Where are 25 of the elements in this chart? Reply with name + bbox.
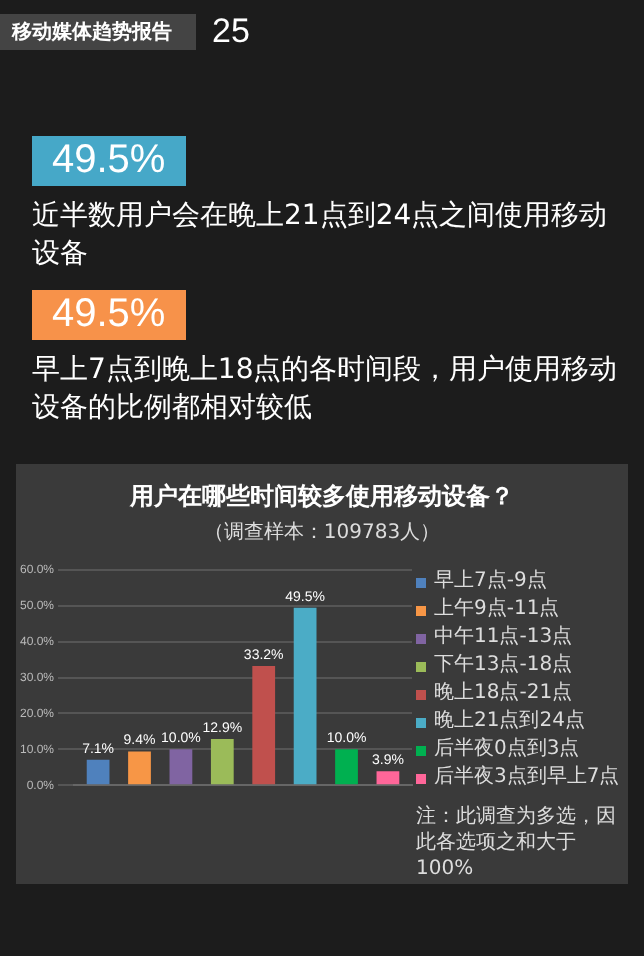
bar [252, 666, 276, 785]
text: 早上7点到晚上18点的各时间段，用户使用移动设备的比例都相对较低 [32, 352, 620, 428]
legend-label: 晚上18点-21点 [434, 680, 573, 708]
bar [335, 749, 358, 785]
bar [128, 751, 151, 785]
legend-label: 晚上21点到24点 [434, 708, 585, 736]
legend-label: 上午9点-11点 [434, 596, 560, 624]
chart-subtitle: （调查样本：109783人） [201, 519, 443, 546]
legend-label: 下午13点-18点 [434, 652, 573, 680]
legend-label: 中午11点-13点 [434, 624, 573, 652]
text: 移动媒体趋势报告 [0, 14, 196, 50]
text: 注：此调查为多选，因此各选项之和大于100% [416, 804, 618, 882]
bar [376, 771, 400, 785]
text: 近半数用户会在晚上21点到24点之间使用移动设备 [32, 198, 610, 274]
bar [210, 738, 234, 785]
legend-label: 后半夜3点到早上7点 [434, 764, 620, 792]
chart-title: 用户在哪些时间较多使用移动设备？ [128, 480, 516, 514]
bar [293, 607, 317, 785]
legend-label: 后半夜0点到3点 [434, 736, 580, 764]
legend-label: 早上7点-9点 [434, 568, 547, 596]
text: 25 [212, 12, 250, 52]
bar [86, 759, 110, 785]
text: 49.5% [32, 136, 186, 186]
text: 49.5% [32, 290, 186, 340]
bar [169, 749, 193, 785]
